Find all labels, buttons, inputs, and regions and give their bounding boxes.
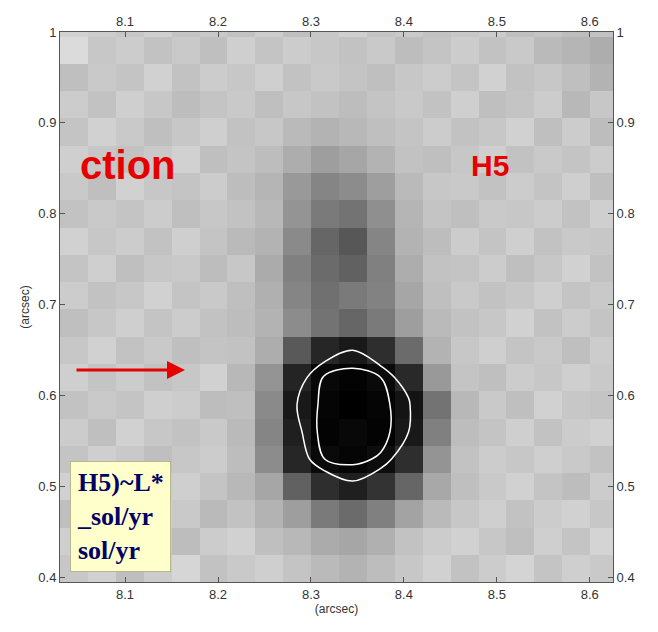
svg-text:ction: ction [80, 143, 176, 187]
svg-text:H5)~L*_sol/yrsol/yr: H5)~L*_sol/yrsol/yr [77, 468, 164, 565]
svg-text:8.4: 8.4 [395, 587, 413, 602]
svg-text:0.7: 0.7 [38, 297, 56, 312]
svg-text:0.5: 0.5 [617, 479, 635, 494]
svg-text:0.8: 0.8 [38, 206, 56, 221]
svg-text:8.6: 8.6 [581, 14, 599, 29]
svg-text:8.2: 8.2 [209, 587, 227, 602]
svg-text:0.5: 0.5 [38, 479, 56, 494]
svg-text:0.8: 0.8 [617, 206, 635, 221]
svg-text:8.4: 8.4 [395, 14, 413, 29]
svg-text:8.3: 8.3 [302, 587, 320, 602]
svg-text:H5: H5 [471, 149, 509, 182]
svg-text:1: 1 [49, 25, 56, 40]
svg-text:0.4: 0.4 [617, 570, 635, 585]
svg-text:8.3: 8.3 [302, 14, 320, 29]
svg-text:(arcsec): (arcsec) [315, 602, 358, 616]
svg-text:8.1: 8.1 [116, 14, 134, 29]
svg-text:8.6: 8.6 [581, 587, 599, 602]
svg-text:0.4: 0.4 [38, 570, 56, 585]
svg-text:0.9: 0.9 [617, 115, 635, 130]
svg-text:0.6: 0.6 [617, 388, 635, 403]
svg-text:8.1: 8.1 [116, 587, 134, 602]
svg-text:1: 1 [617, 25, 624, 40]
svg-text:0.7: 0.7 [617, 297, 635, 312]
svg-text:8.5: 8.5 [488, 587, 506, 602]
svg-text:8.5: 8.5 [488, 14, 506, 29]
svg-text:0.9: 0.9 [38, 115, 56, 130]
svg-text:(arcsec): (arcsec) [18, 285, 32, 328]
svg-text:0.6: 0.6 [38, 388, 56, 403]
svg-text:8.2: 8.2 [209, 14, 227, 29]
